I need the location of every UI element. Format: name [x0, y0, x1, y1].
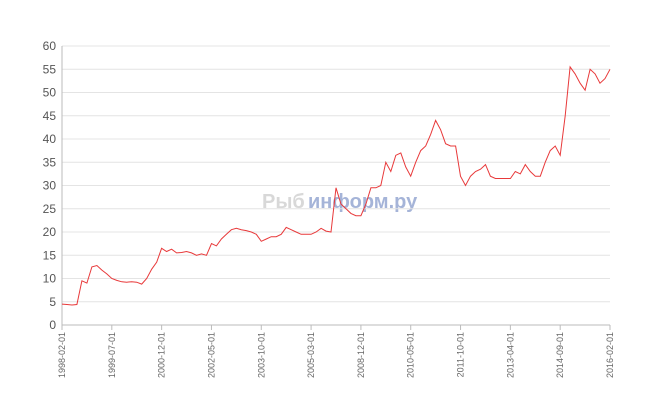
watermark: информ.ру: [308, 191, 418, 213]
x-tick-label: 2011-10-01: [456, 332, 466, 377]
x-tick-label: 2016-02-01: [605, 332, 615, 378]
y-tick-label: 40: [43, 132, 57, 146]
y-tick-label: 60: [43, 39, 57, 53]
y-tick-label: 55: [43, 62, 57, 76]
line: [61, 65, 611, 306]
y-tick-label: 15: [43, 248, 57, 262]
x-tick-label: 2014-09-01: [555, 332, 565, 378]
y-tick-label: 10: [43, 272, 57, 286]
watermark: Рыб: [262, 191, 305, 213]
x-tick-label: 2008-12-01: [356, 332, 366, 378]
y-tick-label: 45: [43, 109, 57, 123]
y-tick-label: 5: [49, 295, 56, 309]
x-tick-label: 2005-03-01: [306, 332, 316, 378]
y-tick-label: 25: [43, 202, 57, 216]
x-tick-label: 2013-04-01: [505, 332, 515, 378]
x-tick-label: 2003-10-01: [256, 332, 266, 378]
x-tick-label: 1998-02-01: [57, 332, 67, 378]
y-tick-label: 0: [49, 318, 56, 332]
y-tick-label: 30: [43, 179, 57, 193]
x-tick-label: 2000-12-01: [157, 332, 167, 378]
x-tick-label: 1999-07-01: [107, 332, 117, 378]
y-tick-label: 50: [43, 86, 57, 100]
y-tick-label: 35: [43, 155, 57, 169]
x-tick-label: 2002-05-01: [206, 332, 216, 378]
x-tick-label: 2010-05-01: [406, 332, 416, 378]
y-tick-label: 20: [43, 225, 57, 239]
